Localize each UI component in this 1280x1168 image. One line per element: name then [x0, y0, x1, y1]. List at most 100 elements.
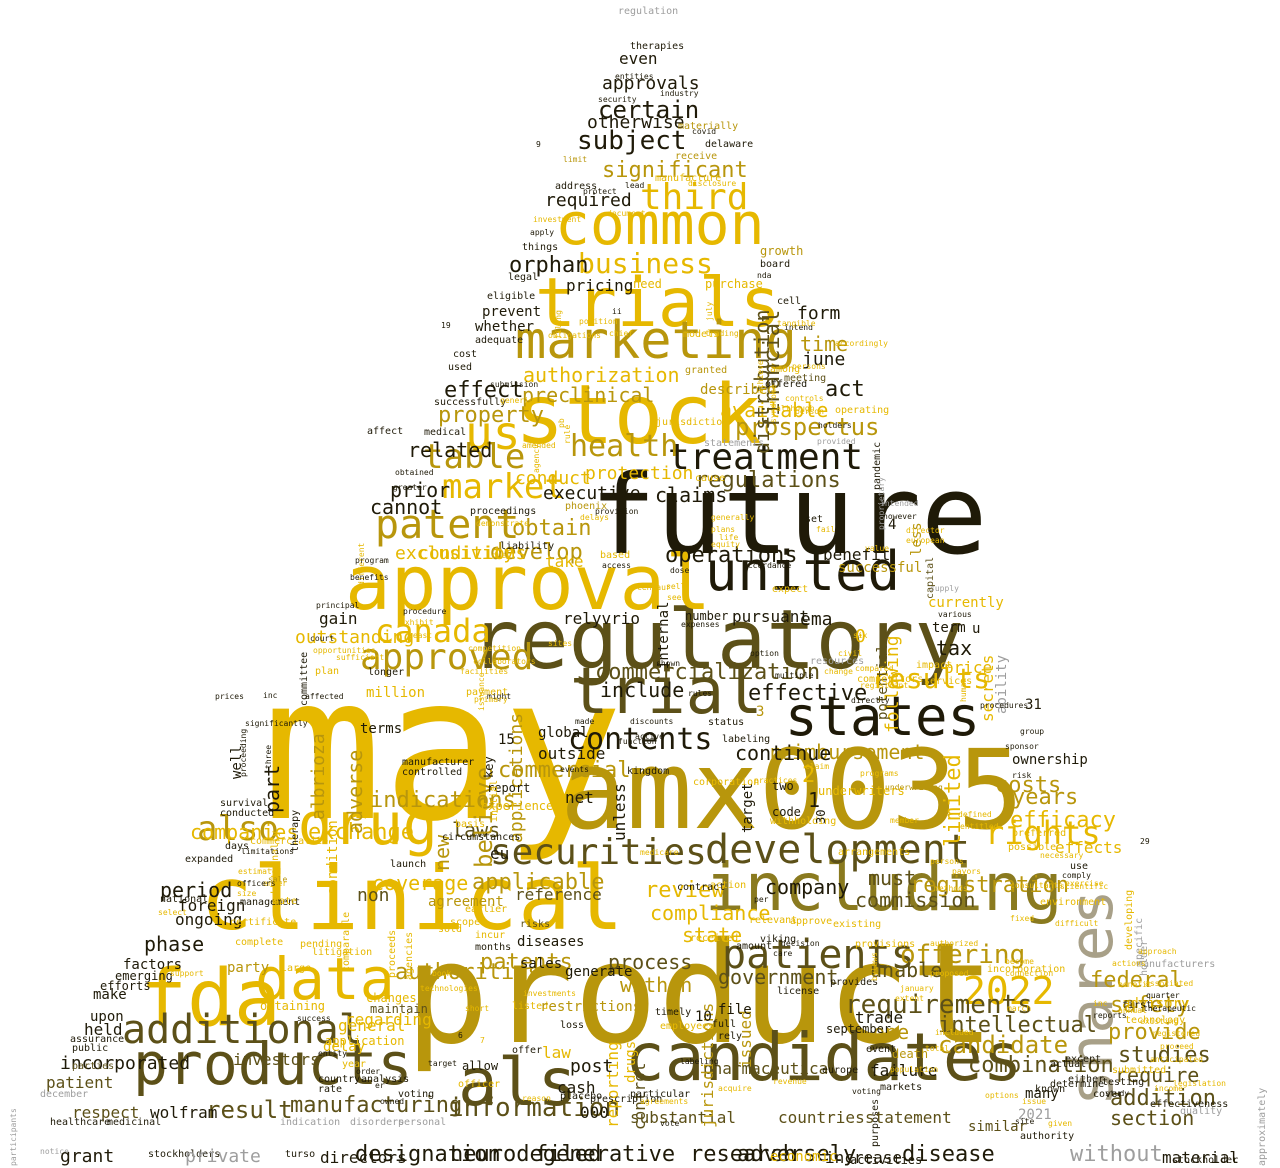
cloud-word: however — [883, 512, 917, 521]
cloud-word: size — [237, 889, 257, 898]
cloud-word: materially — [678, 121, 739, 132]
cloud-word: determine — [1050, 1079, 1105, 1090]
cloud-word: proceedings — [470, 506, 537, 517]
cloud-word: canada — [375, 612, 491, 650]
cloud-word: adequate — [475, 335, 524, 346]
cloud-word: allow — [462, 1059, 499, 1073]
cloud-word: agencies — [404, 931, 415, 980]
cloud-word: therapeutic — [1143, 1004, 1196, 1013]
cloud-word: obtained — [395, 468, 434, 477]
cloud-word: income — [1154, 1084, 1183, 1093]
cloud-word: greater — [393, 483, 427, 492]
cloud-word: develop — [490, 540, 583, 565]
cloud-word: phoenix — [565, 501, 608, 512]
cloud-word: difficult — [1055, 919, 1099, 928]
cloud-word: owned — [380, 1097, 405, 1106]
cloud-word: sale — [268, 875, 288, 884]
cloud-word: even — [619, 49, 658, 68]
cloud-word: effect — [444, 378, 524, 403]
cloud-word: effectiveness — [1150, 1099, 1229, 1110]
cloud-word: function — [618, 737, 657, 746]
cloud-word: registered — [1152, 1029, 1201, 1038]
cloud-word: adverse — [343, 749, 367, 834]
cloud-word: pricing — [566, 276, 634, 295]
cloud-word: expect — [772, 584, 809, 595]
cloud-word: decision — [781, 939, 820, 948]
cloud-word: prices — [215, 692, 244, 701]
cloud-word: sell — [666, 582, 686, 591]
cloud-word: action — [710, 880, 747, 891]
cloud-word: significantly — [245, 719, 308, 728]
cloud-word: prevent — [482, 304, 542, 320]
cloud-word: extent — [895, 994, 924, 1003]
cloud-word: approve — [790, 916, 833, 927]
cloud-word: intellectual — [938, 1013, 1097, 1038]
cloud-word: certificate — [230, 917, 297, 928]
cloud-word: obtaining — [260, 999, 326, 1013]
cloud-word: registration — [910, 873, 1069, 898]
cloud-word: markets — [880, 1082, 923, 1093]
cloud-word: combination — [968, 1053, 1114, 1078]
cloud-word: three — [264, 744, 273, 769]
cloud-word: data — [255, 945, 395, 1013]
cloud-word: diseases — [517, 934, 585, 950]
cloud-word: offered — [765, 379, 808, 390]
cloud-word: jurisdiction — [656, 417, 729, 428]
cloud-word: 000 — [580, 1103, 609, 1122]
cloud-word: known — [1035, 1084, 1066, 1095]
cloud-word: sites — [548, 639, 573, 648]
cloud-word: otherwise — [587, 112, 685, 133]
cloud-word: notice — [40, 1147, 69, 1156]
cloud-word: september — [826, 1022, 892, 1036]
cloud-word: grant — [60, 1146, 115, 1167]
cloud-word: amx0035 — [560, 726, 1024, 854]
cloud-word: application — [325, 1034, 405, 1048]
cloud-word: obligations — [548, 331, 601, 340]
cloud-word: voting — [852, 1087, 881, 1096]
cloud-word: months — [475, 942, 512, 953]
cloud-word: entity — [318, 1049, 347, 1058]
cloud-word: discounts — [630, 717, 674, 726]
cloud-word: eligible — [487, 291, 536, 302]
cloud-word: 19 — [441, 321, 451, 330]
cloud-word: without — [1070, 1142, 1163, 1167]
cloud-word: authorized — [930, 939, 979, 948]
cloud-word: nda — [757, 271, 772, 280]
cloud-word: authorities — [395, 960, 541, 985]
cloud-word: testing — [1102, 1077, 1145, 1088]
cloud-word: subject — [577, 126, 687, 156]
cloud-word: 7 — [480, 1036, 485, 1045]
cloud-word: commercialization — [595, 660, 821, 685]
cloud-word: centaur — [637, 583, 671, 592]
cloud-word: rights — [985, 814, 1101, 852]
cloud-word: bylaws — [870, 951, 879, 981]
cloud-word: manufacturer — [402, 757, 475, 768]
cloud-word: facilities — [460, 667, 509, 676]
cloud-word: consultants — [1010, 881, 1063, 890]
cloud-word: cannot — [370, 495, 443, 519]
cloud-word: plan — [315, 666, 340, 677]
cloud-word: key — [482, 755, 496, 778]
cloud-word: registrant — [860, 681, 909, 690]
cloud-word: clinical — [200, 847, 624, 950]
cloud-word: human — [959, 677, 968, 702]
cloud-word: actions — [1112, 959, 1146, 968]
cloud-word: connection — [1005, 969, 1054, 978]
cloud-word: arrangements — [838, 847, 911, 858]
cloud-word: u — [972, 621, 981, 637]
cloud-word: proceeds — [387, 929, 398, 978]
cloud-word: efforts — [100, 979, 151, 993]
cloud-word: approval — [345, 538, 712, 627]
cloud-word: group — [1020, 727, 1045, 736]
cloud-word: member — [890, 816, 919, 825]
cloud-word: payors — [952, 867, 981, 876]
cloud-word: directly — [851, 696, 890, 705]
cloud-word: party — [227, 960, 270, 976]
cloud-word: basis — [455, 819, 486, 830]
cloud-word: phase — [144, 932, 205, 956]
cloud-word: programs — [860, 769, 899, 778]
cloud-word: development — [705, 827, 970, 873]
cloud-word: risk — [1012, 771, 1032, 780]
cloud-word: coverage — [372, 871, 469, 895]
cloud-word: country — [318, 1074, 361, 1085]
